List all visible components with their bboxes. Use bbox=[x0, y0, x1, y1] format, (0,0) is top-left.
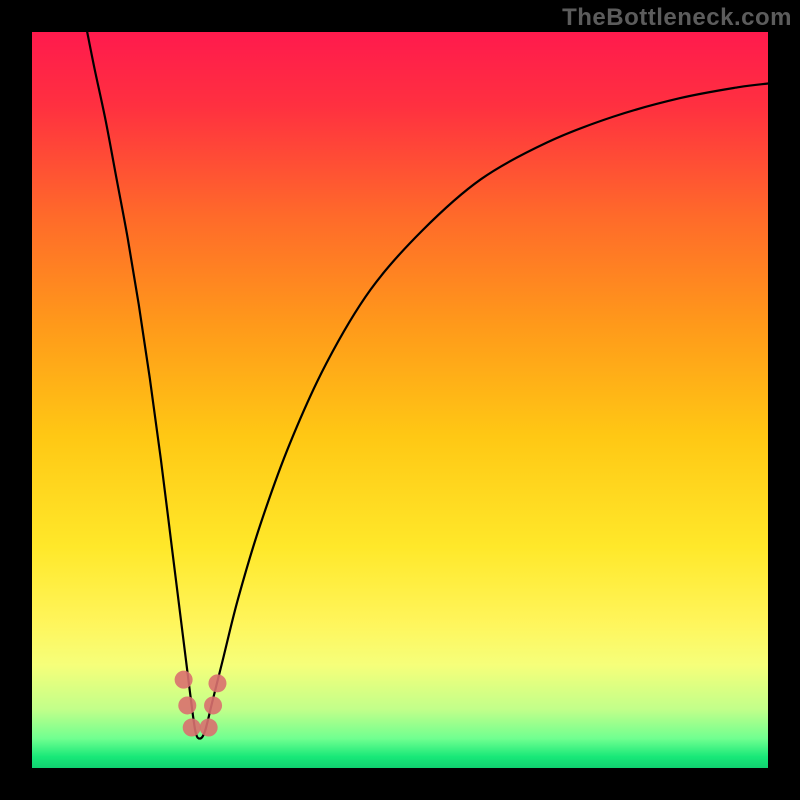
curve-layer bbox=[32, 32, 768, 768]
marker-cluster bbox=[175, 671, 227, 737]
plot-area bbox=[32, 32, 768, 768]
marker-point bbox=[204, 696, 222, 714]
watermark-text: TheBottleneck.com bbox=[562, 4, 792, 32]
marker-point bbox=[183, 719, 201, 737]
marker-point bbox=[175, 671, 193, 689]
chart-frame: TheBottleneck.com bbox=[0, 0, 800, 800]
marker-point bbox=[208, 674, 226, 692]
bottleneck-curve bbox=[87, 32, 768, 739]
marker-point bbox=[178, 696, 196, 714]
marker-point bbox=[200, 719, 218, 737]
